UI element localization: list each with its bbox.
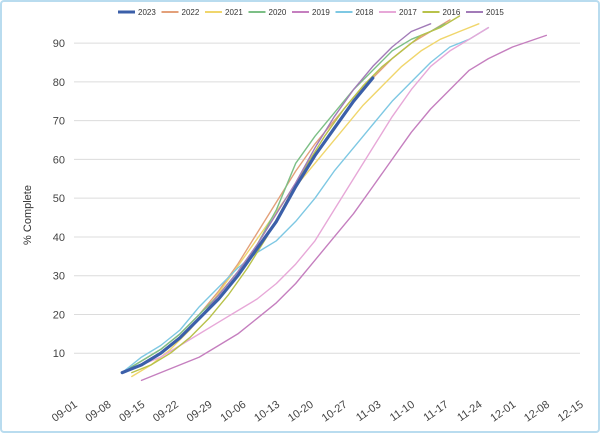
x-tick-label: 11-03	[354, 399, 383, 425]
series-line-2021	[131, 23, 480, 378]
x-tick-label: 09-15	[117, 399, 147, 425]
x-tick-label: 11-10	[388, 399, 417, 425]
x-tick-label: 09-01	[50, 399, 80, 425]
legend-label-2023: 2023	[138, 8, 156, 17]
x-tick-label: 10-27	[320, 399, 350, 425]
x-axis: 09-01 09-08 09-15 09-22 09-29 10-06 10-13 10-20…	[50, 399, 586, 425]
legend-label-2015: 2015	[486, 8, 504, 17]
y-tick-label: 70	[53, 116, 65, 128]
legend-label-2021: 2021	[225, 8, 243, 17]
series-line-2020	[121, 23, 446, 374]
x-tick-label: 12-08	[522, 399, 552, 425]
series-line-2022	[121, 19, 451, 374]
x-tick-label: 09-22	[151, 399, 181, 425]
x-tick-label: 11-17	[422, 399, 451, 425]
y-tick-label: 30	[53, 271, 65, 283]
y-tick-label: 40	[53, 232, 65, 244]
x-tick-label: 09-29	[185, 399, 215, 425]
grid	[74, 42, 580, 354]
x-tick-label: 10-13	[252, 399, 282, 425]
legend-label-2017: 2017	[399, 8, 417, 17]
legend-label-2020: 2020	[269, 8, 287, 17]
y-tick-label: 80	[53, 77, 65, 89]
legend: 2023 2022 2021 2020 2019 2018 2017 2016 2015	[118, 8, 504, 17]
y-tick-label: 10	[53, 348, 65, 360]
legend-label-2018: 2018	[356, 8, 374, 17]
y-tick-label: 20	[53, 309, 65, 321]
x-tick-label: 10-20	[286, 399, 316, 425]
y-axis: 10 20 30 40 50 60 70 80 90	[53, 38, 65, 360]
x-tick-label: 09-08	[84, 399, 114, 425]
series-line-2023	[120, 76, 375, 375]
x-tick-label: 12-01	[488, 399, 518, 425]
y-tick-label: 60	[53, 154, 65, 166]
y-axis-label: % Complete	[22, 185, 34, 245]
y-tick-label: 50	[53, 193, 65, 205]
legend-label-2016: 2016	[443, 8, 461, 17]
x-tick-label: 11-24	[455, 399, 484, 425]
legend-label-2019: 2019	[312, 8, 330, 17]
series-line-2019	[140, 34, 547, 382]
series-lines	[120, 15, 547, 382]
series-line-2017	[121, 26, 490, 374]
series-line-2018	[121, 26, 490, 374]
series-line-2016	[131, 15, 461, 374]
x-tick-label: 10-06	[218, 399, 248, 425]
y-tick-label: 90	[53, 38, 65, 50]
x-tick-label: 12-15	[556, 399, 586, 425]
legend-label-2022: 2022	[182, 8, 200, 17]
